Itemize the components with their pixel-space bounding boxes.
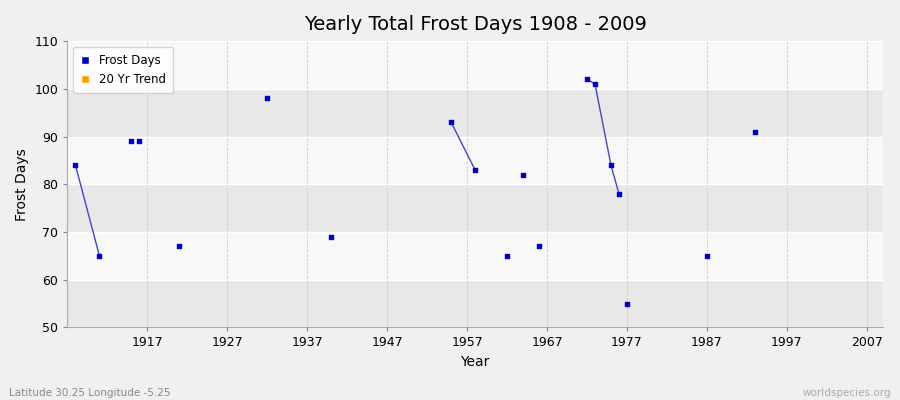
Bar xyxy=(68,232,883,280)
Point xyxy=(588,81,602,87)
Bar xyxy=(68,184,883,232)
Point xyxy=(580,76,594,82)
Point xyxy=(132,138,147,144)
Title: Yearly Total Frost Days 1908 - 2009: Yearly Total Frost Days 1908 - 2009 xyxy=(303,15,646,34)
Point xyxy=(699,253,714,259)
Point xyxy=(324,234,338,240)
Bar xyxy=(68,136,883,184)
Legend: Frost Days, 20 Yr Trend: Frost Days, 20 Yr Trend xyxy=(74,47,174,93)
Text: worldspecies.org: worldspecies.org xyxy=(803,388,891,398)
Point xyxy=(172,243,186,250)
Point xyxy=(124,138,139,144)
Point xyxy=(468,167,482,173)
Point xyxy=(260,95,274,102)
Y-axis label: Frost Days: Frost Days xyxy=(15,148,29,221)
Point xyxy=(516,172,530,178)
Point xyxy=(620,300,634,307)
Point xyxy=(604,162,618,168)
Point xyxy=(612,191,626,197)
Point xyxy=(92,253,106,259)
Point xyxy=(68,162,83,168)
Point xyxy=(444,119,458,126)
Bar xyxy=(68,89,883,136)
Point xyxy=(532,243,546,250)
Point xyxy=(748,128,762,135)
Bar xyxy=(68,41,883,89)
X-axis label: Year: Year xyxy=(461,355,490,369)
Bar xyxy=(68,280,883,328)
Text: Latitude 30.25 Longitude -5.25: Latitude 30.25 Longitude -5.25 xyxy=(9,388,170,398)
Point xyxy=(500,253,514,259)
